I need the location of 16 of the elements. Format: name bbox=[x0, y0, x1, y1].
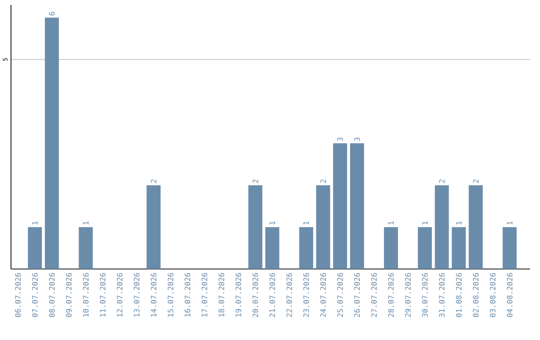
bar bbox=[44, 18, 59, 269]
bar bbox=[418, 227, 432, 269]
bar bbox=[502, 227, 517, 269]
bar bbox=[333, 143, 348, 269]
bar bbox=[78, 227, 93, 269]
bar bbox=[28, 227, 42, 269]
bar bbox=[248, 185, 262, 269]
bar bbox=[316, 185, 330, 269]
bar bbox=[265, 227, 280, 269]
bar bbox=[299, 227, 314, 269]
bar bbox=[452, 227, 466, 269]
bar bbox=[350, 143, 364, 269]
bar bbox=[146, 185, 161, 269]
bar bbox=[468, 185, 483, 269]
bar bbox=[384, 227, 398, 269]
bar bbox=[434, 185, 449, 269]
